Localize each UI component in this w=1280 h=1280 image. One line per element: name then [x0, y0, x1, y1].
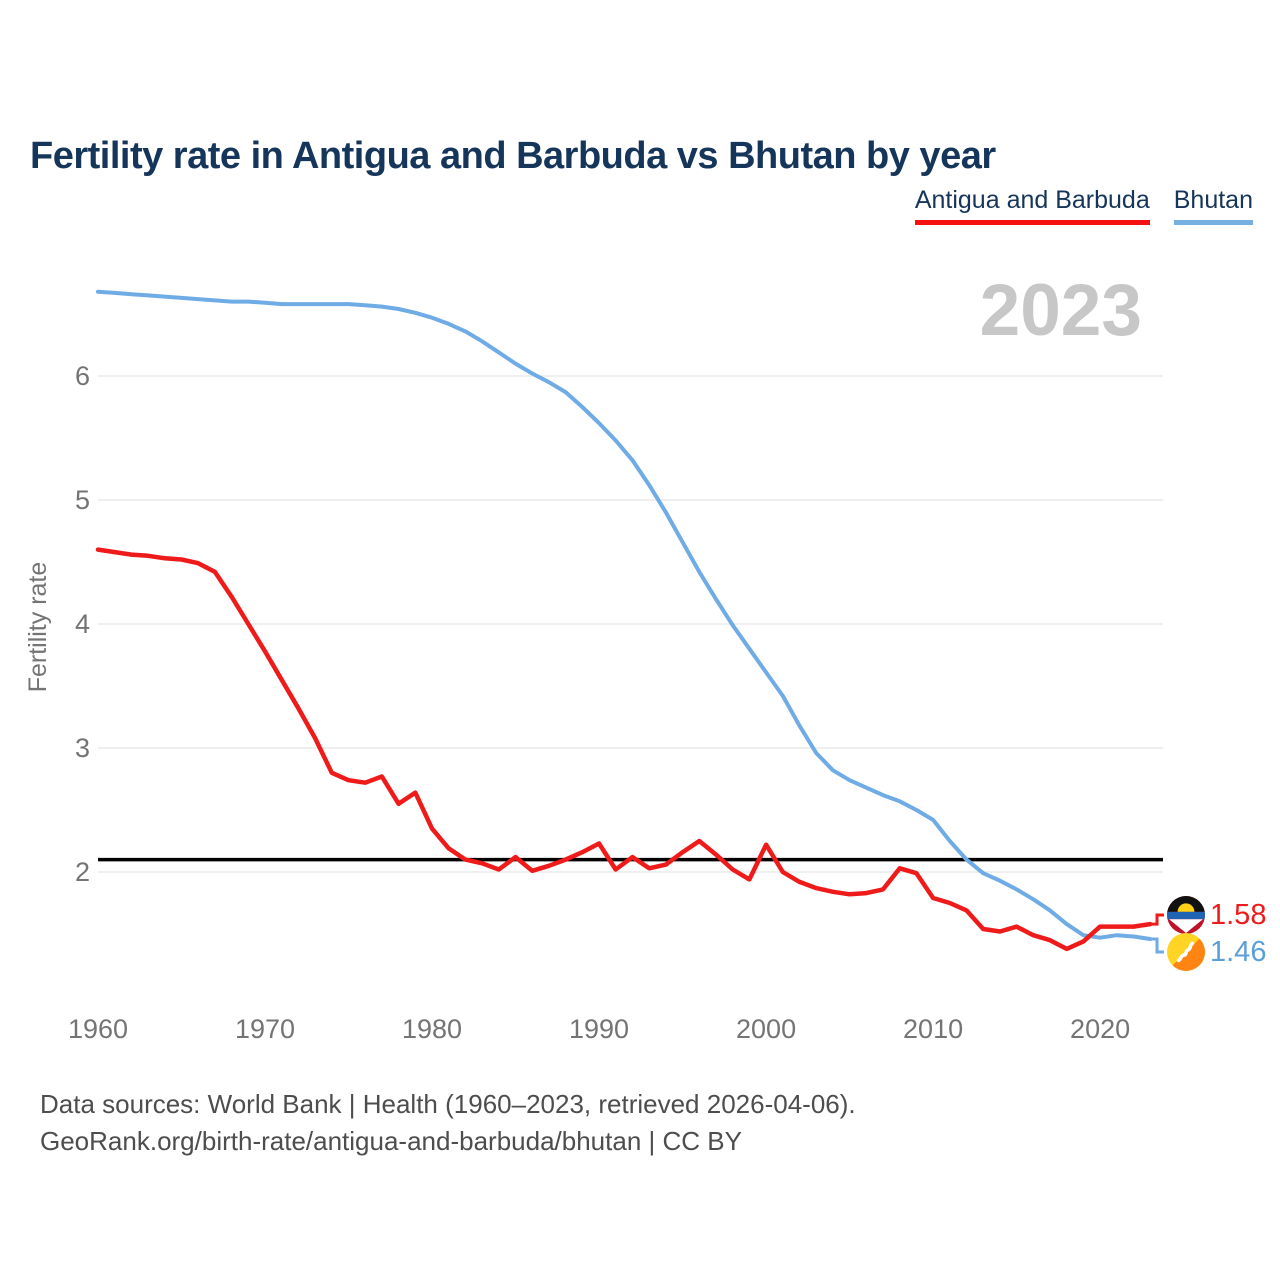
y-tick-label-2: 2	[75, 857, 90, 887]
x-tick-label-1960: 1960	[68, 1014, 128, 1044]
x-tick-label-2000: 2000	[736, 1014, 796, 1044]
legend-item-antigua-and-barbuda[interactable]: Antigua and Barbuda	[914, 186, 1150, 225]
legend-item-bhutan[interactable]: Bhutan	[1173, 186, 1253, 225]
y-tick-label-6: 6	[75, 361, 90, 391]
y-tick-label-4: 4	[75, 609, 90, 639]
x-tick-label-1980: 1980	[402, 1014, 462, 1044]
x-tick-label-1990: 1990	[569, 1014, 629, 1044]
watermark-year: 2023	[979, 270, 1142, 351]
data-sources-line2[interactable]: GeoRank.org/birth-rate/antigua-and-barbu…	[40, 1126, 742, 1156]
y-tick-label-5: 5	[75, 485, 90, 515]
end-label-bhutan: 1.46	[1167, 933, 1266, 971]
x-tick-label-2010: 2010	[903, 1014, 963, 1044]
legend: Antigua and Barbuda Bhutan	[914, 186, 1253, 225]
y-tick-label-3: 3	[75, 733, 90, 763]
x-tick-label-1970: 1970	[235, 1014, 295, 1044]
antigua-and-barbuda-flag-icon	[1167, 896, 1205, 934]
y-axis-label: Fertility rate	[24, 562, 52, 693]
series-line-antigua-and-barbuda	[95, 547, 1153, 952]
end-label-antigua-and-barbuda: 1.58	[1167, 896, 1266, 934]
x-tick-label-2020: 2020	[1070, 1014, 1130, 1044]
leader-bhutan	[1150, 937, 1164, 954]
end-value-antigua-and-barbuda: 1.58	[1210, 899, 1267, 931]
data-sources-line1: Data sources: World Bank | Health (1960–…	[40, 1089, 856, 1119]
leader-antigua-and-barbuda	[1150, 913, 1164, 926]
data-sources: Data sources: World Bank | Health (1960–…	[40, 1086, 856, 1160]
bhutan-flag-icon	[1167, 933, 1205, 971]
page-title: Fertility rate in Antigua and Barbuda vs…	[30, 135, 996, 178]
end-value-bhutan: 1.46	[1210, 936, 1267, 968]
series-line-bhutan	[96, 289, 1153, 941]
